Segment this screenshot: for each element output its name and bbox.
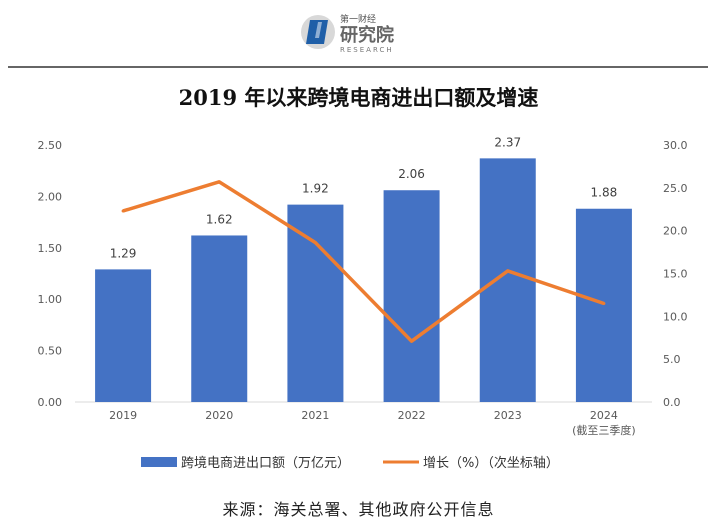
- bar-2021: [287, 204, 344, 402]
- left-axis-tick-label: 1.00: [38, 293, 63, 306]
- growth-line: [122, 180, 605, 343]
- bar-data-labels: 1.29 1.62 1.92 2.06 2.37 1.88: [110, 135, 618, 260]
- bar-data-label: 1.62: [206, 212, 233, 226]
- growth-point-2021: [313, 241, 317, 245]
- chart-legend: 跨境电商进出口额（万亿元） 增长（%）（次坐标轴）: [141, 455, 559, 471]
- legend-bar-swatch: [141, 457, 177, 467]
- logo-emblem-icon: [301, 15, 335, 49]
- source-note: 来源：海关总署、其他政府公开信息: [222, 500, 495, 519]
- growth-point-2022: [410, 339, 414, 343]
- bar-2020: [191, 235, 248, 402]
- logo-top-text: 第一财经: [340, 13, 376, 25]
- growth-point-2023: [506, 269, 510, 273]
- right-axis-tick-label: 0.0: [663, 396, 681, 409]
- right-axis-tick-label: 10.0: [663, 310, 688, 323]
- left-axis-tick-label: 2.50: [38, 139, 63, 152]
- x-tick-label: 2022: [398, 409, 426, 422]
- legend-line-label: 增长（%）（次坐标轴）: [423, 455, 559, 471]
- bar-2022: [383, 190, 440, 402]
- header-divider: [8, 66, 708, 68]
- bar-data-label: 1.88: [591, 186, 618, 200]
- bar-data-label: 1.92: [302, 182, 329, 196]
- growth-point-2024: [602, 301, 606, 305]
- bar-data-label: 2.06: [398, 167, 425, 181]
- logo-main-text: 研究院: [340, 24, 394, 46]
- research-institute-logo: 第一财经 研究院 RESEARCH: [301, 13, 394, 54]
- right-axis-tick-label: 30.0: [663, 139, 688, 152]
- x-tick-label: 2024: [590, 409, 618, 422]
- left-axis-tick-label: 1.50: [38, 242, 63, 255]
- bar-data-label: 2.37: [494, 135, 521, 149]
- x-tick-sublabel: (截至三季度): [572, 423, 636, 437]
- chart-title: 2019 年以来跨境电商进出口额及增速: [178, 85, 539, 110]
- growth-point-2020: [217, 180, 221, 184]
- left-axis-tick-label: 0.00: [38, 396, 63, 409]
- right-axis-tick-label: 25.0: [663, 182, 688, 195]
- bar-2024: [575, 208, 632, 402]
- x-tick-label: 2019: [109, 409, 137, 422]
- right-axis-tick-label: 20.0: [663, 225, 688, 238]
- right-axis-tick-label: 15.0: [663, 268, 688, 281]
- logo-sub-text: RESEARCH: [340, 46, 394, 54]
- right-axis: 0.0 5.0 10.0 15.0 20.0 25.0 30.0: [663, 139, 688, 409]
- line-series: [121, 180, 606, 343]
- bar-2019: [95, 269, 152, 402]
- bar-2023: [479, 158, 536, 402]
- left-axis: 0.00 0.50 1.00 1.50 2.00 2.50: [38, 139, 63, 409]
- x-tick-label: 2021: [301, 409, 329, 422]
- left-axis-tick-label: 2.00: [38, 190, 63, 203]
- x-tick-label: 2020: [205, 409, 233, 422]
- x-tick-label: 2023: [494, 409, 522, 422]
- growth-point-2019: [121, 209, 125, 213]
- right-axis-tick-label: 5.0: [663, 353, 681, 366]
- legend-bar-label: 跨境电商进出口额（万亿元）: [181, 456, 350, 471]
- x-axis-ticks: 2019 2020 2021 2022 2023 2024(截至三季度): [109, 409, 636, 437]
- bar-data-label: 1.29: [110, 246, 137, 260]
- bar-series: [95, 158, 632, 402]
- left-axis-tick-label: 0.50: [38, 345, 63, 358]
